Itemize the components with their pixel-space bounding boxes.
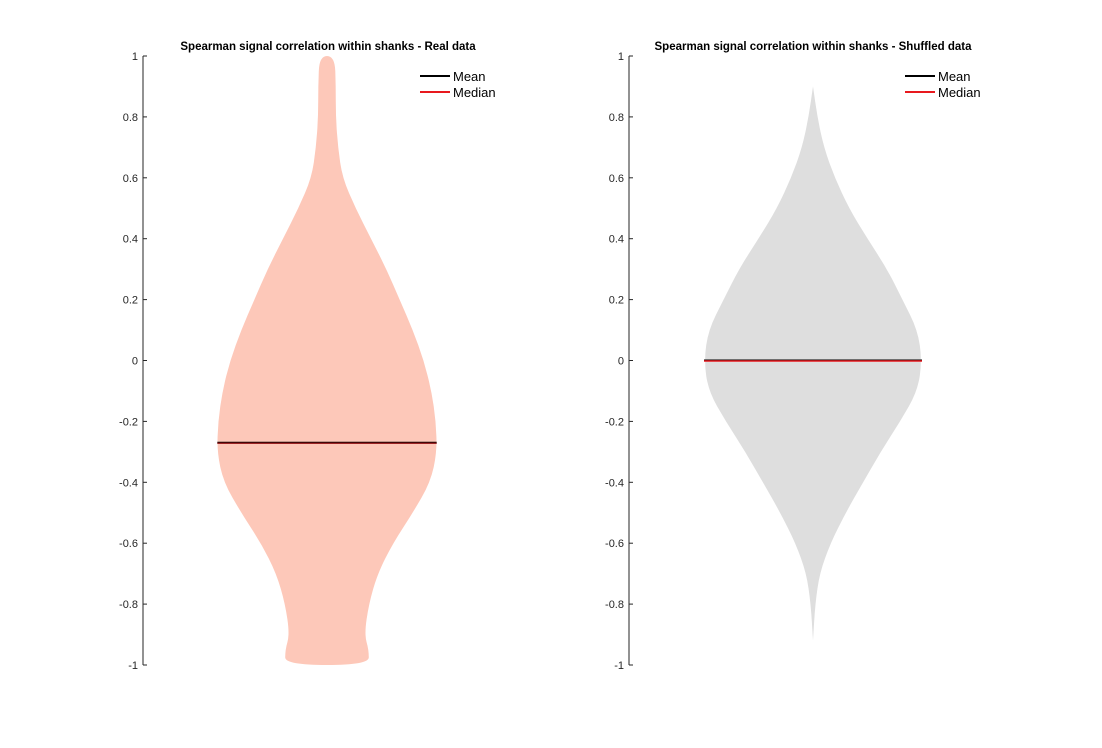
y-tick-label-shuffled: -0.8 (605, 599, 624, 611)
y-tick-label-shuffled: -0.2 (605, 416, 624, 428)
legend-mean-label-shuffled: Mean (938, 69, 971, 84)
y-tick-label-shuffled: 0 (618, 356, 624, 368)
y-tick-label-real: 0.6 (123, 173, 138, 185)
panel-shuffled-data: Spearman signal correlation within shank… (605, 41, 981, 672)
y-tick-label-shuffled: 0.8 (609, 112, 624, 124)
y-tick-label-real: 1 (132, 51, 138, 63)
y-tick-label-shuffled: -0.6 (605, 538, 624, 550)
violin-layer-real (217, 56, 437, 665)
y-axis-real: -1 -0.8 -0.6 -0.4 -0.2 0 0.2 0.4 0.6 0.8 1 (119, 51, 147, 672)
panel-real-data: Spearman signal correlation within shank… (119, 41, 496, 672)
y-tick-label-real: -1 (128, 660, 138, 672)
violin-body-real (217, 56, 437, 665)
y-tick-label-shuffled: 0.2 (609, 295, 624, 307)
chart-title-real: Spearman signal correlation within shank… (180, 41, 476, 53)
legend-real: Mean Median (420, 69, 496, 100)
legend-shuffled: Mean Median (905, 69, 981, 100)
y-tick-label-shuffled: -0.4 (605, 477, 624, 489)
violin-layer-shuffled (704, 86, 922, 641)
y-tick-label-real: -0.6 (119, 538, 138, 550)
y-tick-label-shuffled: 0.4 (609, 234, 624, 246)
legend-mean-label-real: Mean (453, 69, 486, 84)
y-tick-label-shuffled: 1 (618, 51, 624, 63)
y-tick-label-real: -0.8 (119, 599, 138, 611)
chart-title-shuffled: Spearman signal correlation within shank… (655, 41, 973, 53)
y-tick-label-real: -0.2 (119, 416, 138, 428)
violin-body-shuffled (705, 86, 921, 641)
y-tick-label-shuffled: -1 (614, 660, 624, 672)
y-tick-label-real: 0.8 (123, 112, 138, 124)
y-tick-label-shuffled: 0.6 (609, 173, 624, 185)
y-tick-label-real: -0.4 (119, 477, 138, 489)
y-tick-label-real: 0.2 (123, 295, 138, 307)
y-tick-label-real: 0.4 (123, 234, 138, 246)
y-tick-label-real: 0 (132, 356, 138, 368)
legend-median-label-shuffled: Median (938, 85, 981, 100)
y-axis-shuffled: -1 -0.8 -0.6 -0.4 -0.2 0 0.2 0.4 0.6 0.8 1 (605, 51, 633, 672)
legend-median-label-real: Median (453, 85, 496, 100)
